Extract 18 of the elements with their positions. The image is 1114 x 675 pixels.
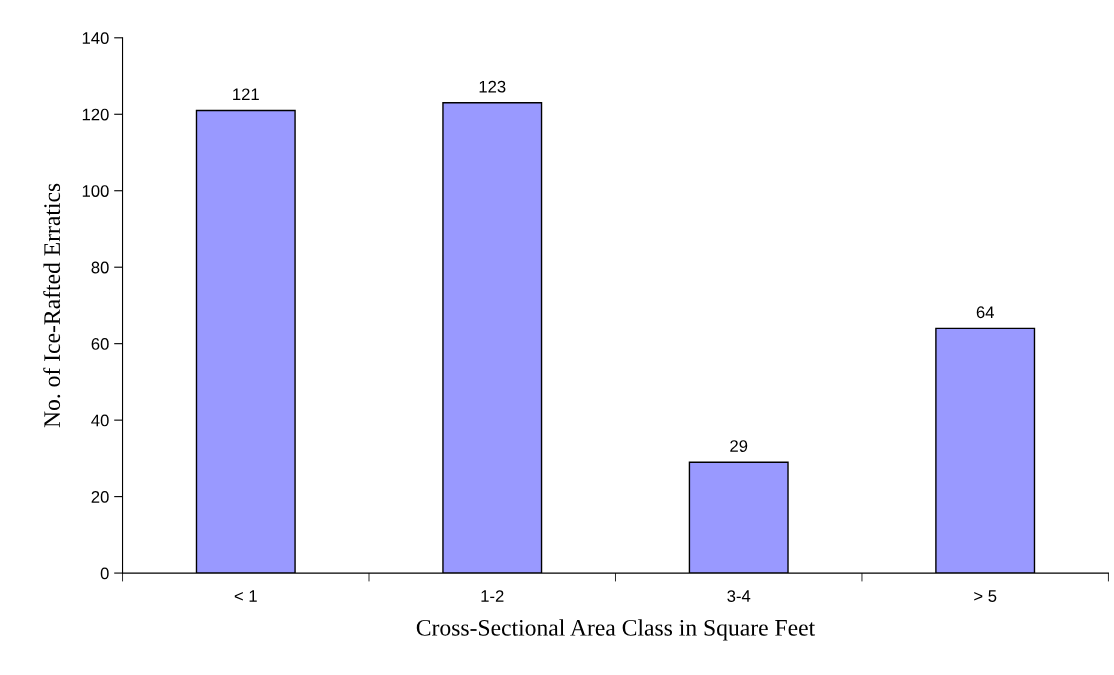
y-tick-label: 60 bbox=[91, 338, 109, 350]
x-axis-title: Cross-Sectional Area Class in Square Feet bbox=[416, 619, 816, 641]
y-tick-label: 120 bbox=[82, 108, 109, 121]
x-tick-label: > 5 bbox=[974, 590, 997, 602]
x-tick-label: < 1 bbox=[234, 590, 257, 602]
data-label: 29 bbox=[730, 440, 748, 452]
y-tick-label: 40 bbox=[91, 414, 109, 427]
data-label: 64 bbox=[976, 306, 994, 319]
y-axis-title: No. of Ice-Rafted Erratics bbox=[43, 183, 61, 428]
y-tick-label: 0 bbox=[100, 567, 109, 580]
y-tick-label: 20 bbox=[91, 491, 109, 503]
data-label: 123 bbox=[479, 80, 506, 93]
x-tick-label: 3-4 bbox=[727, 590, 751, 602]
y-tick-label: 100 bbox=[82, 185, 109, 197]
y-tick-label: 140 bbox=[82, 32, 109, 44]
data-label: 121 bbox=[233, 88, 259, 101]
y-tick-label: 80 bbox=[91, 261, 109, 274]
x-tick-label: 1-2 bbox=[481, 590, 504, 602]
